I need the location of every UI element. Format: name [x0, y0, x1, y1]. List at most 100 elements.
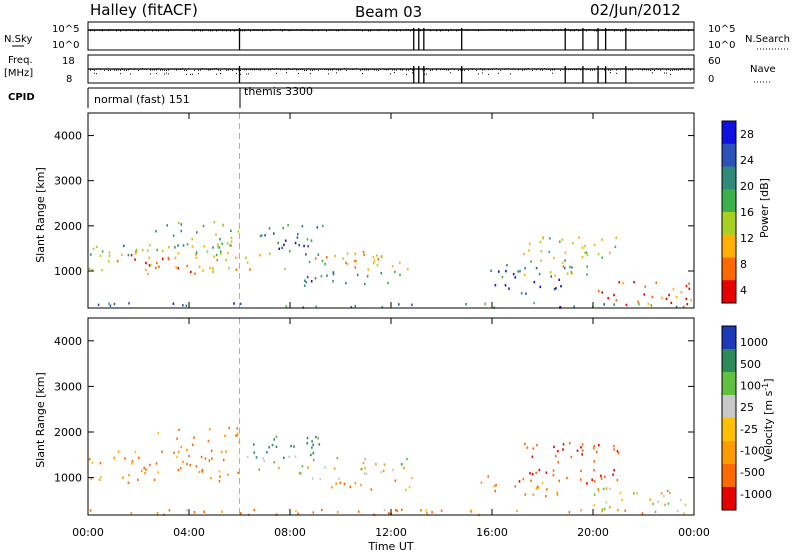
freq-panel: Freq. [MHz] 18 8 60 0 Nave [4, 54, 776, 85]
echo-cell [235, 268, 238, 271]
echo-cell [480, 481, 483, 484]
echo-cell [549, 237, 551, 240]
echo-cell [490, 269, 492, 272]
echo-cell [376, 254, 378, 257]
echo-cell [363, 253, 365, 257]
echo-cell [660, 492, 663, 495]
echo-cell [558, 278, 560, 281]
echo-cell [297, 512, 299, 515]
echo-cell [117, 450, 120, 453]
echo-cell [324, 466, 326, 469]
echo-cell [177, 450, 180, 454]
echo-cell [91, 268, 94, 272]
echo-cell [512, 272, 515, 276]
echo-cell [180, 223, 183, 226]
echo-cell [665, 297, 668, 300]
echo-cell [622, 282, 624, 285]
echo-cell [121, 253, 123, 257]
echo-cell [546, 488, 548, 491]
echo-cell [354, 252, 356, 255]
echo-cell [670, 301, 673, 305]
colorbar-tick-label: -1000 [740, 488, 772, 501]
echo-cell [273, 438, 276, 441]
echo-cell [217, 245, 219, 248]
echo-cell [570, 455, 573, 459]
echo-cell [553, 256, 555, 260]
x-tick-label: 08:00 [274, 526, 306, 539]
echo-cell [593, 493, 596, 496]
echo-cell [230, 236, 233, 239]
echo-cell [185, 304, 188, 307]
echo-cell [156, 512, 159, 515]
echo-cell [153, 478, 156, 481]
echo-cell [310, 280, 313, 283]
echo-cell [284, 267, 286, 271]
echo-cell [278, 466, 280, 470]
echo-cell [113, 456, 115, 460]
echo-cell [113, 302, 116, 306]
echo-cell [561, 261, 564, 265]
echo-cell [212, 270, 214, 274]
echo-cell [260, 234, 263, 237]
echo-cell [215, 233, 217, 236]
echo-cell [598, 289, 600, 293]
echo-cell [206, 250, 209, 253]
echo-cell [380, 272, 383, 275]
echo-cell [237, 471, 239, 475]
nsky-panel: N.Sky 10^5 10^0 10^5 10^0 N.Search [4, 21, 790, 51]
y-tick-label: 2000 [54, 220, 82, 233]
echo-cell [331, 486, 333, 489]
echo-cell [185, 509, 188, 512]
echo-cell [636, 491, 638, 495]
echo-cell [609, 487, 611, 490]
echo-cell [209, 266, 211, 270]
echo-cell [545, 471, 548, 474]
echo-cell [643, 293, 646, 296]
echo-cell [377, 258, 380, 261]
echo-cell [586, 265, 588, 268]
echo-cell [360, 467, 363, 471]
echo-cell [538, 272, 541, 276]
colorbar-swatch [722, 326, 736, 350]
echo-cell [140, 469, 143, 473]
echo-cell [134, 252, 137, 255]
echo-cell [218, 470, 221, 473]
nsky-tick-high: 10^5 [52, 24, 79, 35]
echo-cell [586, 253, 589, 257]
echo-cell [362, 250, 365, 254]
echo-cell [191, 237, 193, 241]
echo-cell [287, 223, 289, 227]
echo-cell [277, 241, 279, 245]
echo-cell [149, 463, 151, 467]
echo-cell [123, 244, 125, 248]
echo-cell [554, 454, 557, 458]
colorbar-swatch [722, 257, 736, 281]
colorbar-tick-label: 28 [740, 128, 754, 141]
echo-cell [372, 256, 375, 259]
echo-cell [524, 493, 527, 496]
echo-cell [519, 270, 521, 273]
echo-cell [297, 232, 299, 236]
echo-cell [571, 266, 573, 269]
echo-cell [149, 244, 151, 247]
echo-cell [180, 445, 183, 449]
colorbar-swatch [722, 395, 736, 419]
echo-cell [296, 236, 299, 239]
echo-cell [535, 471, 537, 474]
colorbar-swatch [722, 418, 736, 442]
echo-cell [137, 478, 139, 482]
echo-cell [108, 302, 110, 305]
echo-cell [226, 242, 229, 245]
echo-cell [514, 485, 517, 488]
echo-cell [420, 509, 422, 512]
echo-cell [224, 434, 226, 437]
echo-cell [568, 442, 571, 445]
echo-cell [88, 457, 91, 461]
echo-cell [314, 277, 317, 280]
echo-cell [188, 454, 190, 458]
echo-cell [147, 272, 149, 276]
echo-cell [592, 447, 595, 450]
echo-cell [514, 276, 517, 279]
echo-cell [508, 287, 510, 290]
power-ylabel: Slant Range [km] [34, 167, 47, 263]
